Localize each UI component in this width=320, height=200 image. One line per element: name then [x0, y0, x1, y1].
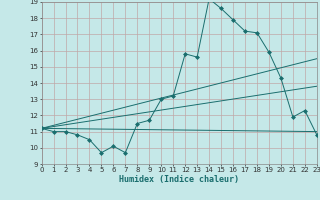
X-axis label: Humidex (Indice chaleur): Humidex (Indice chaleur) [119, 175, 239, 184]
